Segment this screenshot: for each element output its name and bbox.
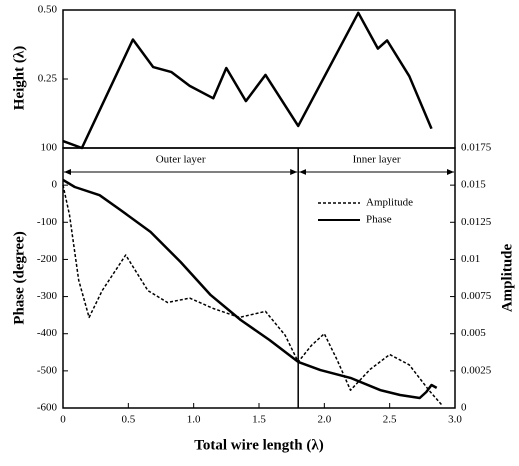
x-tick-label: 3.0 [448,414,462,426]
y-tick-label: -100 [37,216,58,228]
y2-tick-label: 0.015 [461,179,486,191]
x-tick-label: 1.0 [187,414,201,426]
y2-tick-label: 0 [461,402,467,414]
y-tick-label: 0.25 [38,73,58,85]
y2-tick-label: 0.0125 [461,216,492,228]
y2-tick-label: 0.005 [461,327,486,339]
y-tick-label: -500 [37,364,58,376]
region-label: Inner layer [353,154,401,166]
data-line [62,11,433,150]
x-tick-label: 2.0 [317,414,331,426]
y2-tick-label: 0.0025 [461,364,492,376]
y-axis-label: Phase (degree) [11,231,27,324]
plot-frame [62,147,456,409]
region-label: Outer layer [156,154,206,166]
x-axis-label: Total wire length (λ) [194,437,323,453]
x-tick-label: 0 [60,414,66,426]
x-tick-label: 2.5 [383,414,397,426]
x-tick-label: 0.5 [121,414,135,426]
y-tick-label: -400 [37,327,58,339]
y-tick-label: -300 [37,290,58,302]
y2-tick-label: 0.01 [461,253,480,265]
data-line [62,184,443,406]
plot-frame [62,9,456,149]
legend-label: Amplitude [366,197,413,209]
y-tick-label: 0 [52,179,58,191]
y2-tick-label: 0.0175 [461,142,492,154]
y-tick-label: -200 [37,253,58,265]
y-tick-label: 100 [41,142,58,154]
x-tick-label: 1.5 [252,414,266,426]
y2-axis-label: Amplitude [499,243,515,312]
data-line [62,178,438,400]
y-tick-label: 0.50 [38,4,58,16]
y2-tick-label: 0.0075 [461,290,492,302]
legend-label: Phase [366,214,392,226]
y-tick-label: -600 [37,402,58,414]
y-axis-label: Height (λ) [11,46,27,110]
